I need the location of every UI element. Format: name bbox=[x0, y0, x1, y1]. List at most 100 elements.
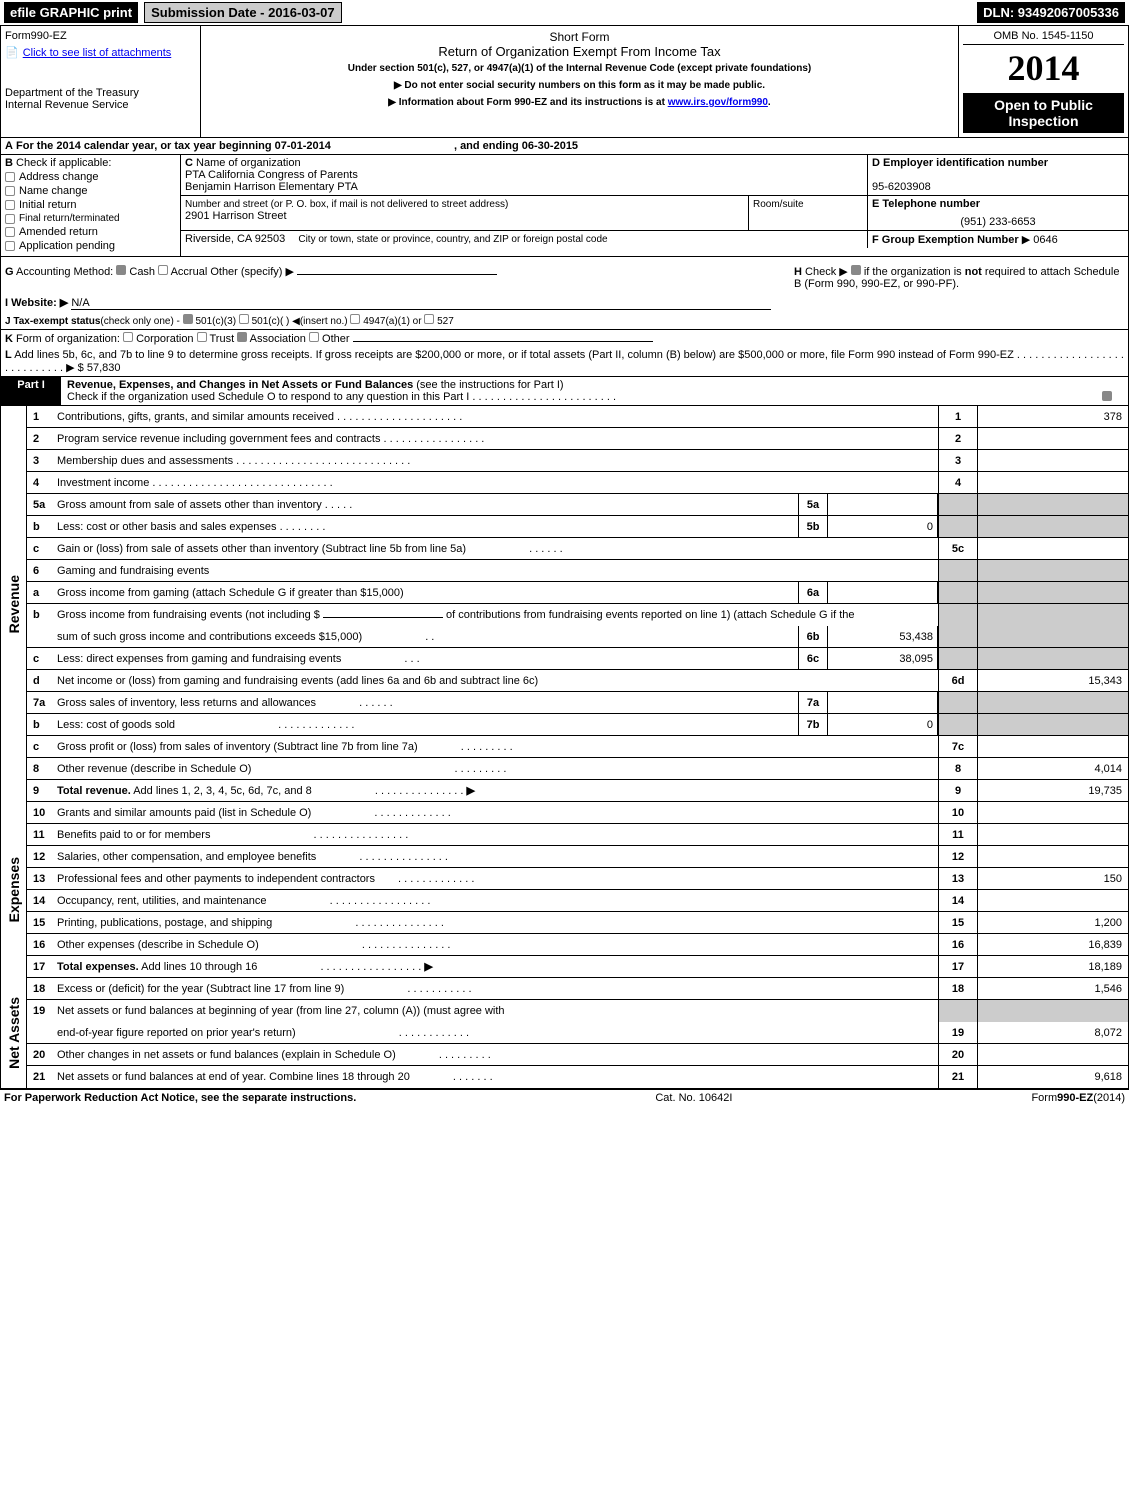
row-A: A For the 2014 calendar year, or tax yea… bbox=[0, 138, 1129, 155]
expenses-sidelabel: Expenses bbox=[6, 857, 22, 922]
line18-desc: Excess or (deficit) for the year (Subtra… bbox=[57, 983, 344, 995]
line5a-val bbox=[828, 494, 938, 515]
paperwork-notice: For Paperwork Reduction Act Notice, see … bbox=[4, 1092, 356, 1104]
row-I: I Website: ▶ N/A bbox=[0, 294, 1129, 312]
line6b-desc1: Gross income from fundraising events (no… bbox=[57, 609, 320, 621]
line5c-desc: Gain or (loss) from sale of assets other… bbox=[57, 543, 466, 555]
line15-val: 1,200 bbox=[978, 912, 1128, 933]
line1-desc: Contributions, gifts, grants, and simila… bbox=[57, 411, 938, 423]
line6c-val: 38,095 bbox=[828, 648, 938, 669]
line20-desc: Other changes in net assets or fund bala… bbox=[57, 1049, 396, 1061]
chk-assoc[interactable] bbox=[237, 332, 247, 342]
city-label: City or town, state or province, country… bbox=[298, 234, 607, 245]
attachments-link[interactable]: Click to see list of attachments bbox=[23, 47, 172, 59]
room-label: Room/suite bbox=[753, 199, 804, 210]
cat-no: Cat. No. 10642I bbox=[655, 1092, 732, 1104]
revenue-section: Revenue 1Contributions, gifts, grants, a… bbox=[0, 406, 1129, 802]
chk-label: Final return/terminated bbox=[19, 213, 120, 224]
under-section: Under section 501(c), 527, or 4947(a)(1)… bbox=[205, 63, 954, 74]
line9-val: 19,735 bbox=[978, 780, 1128, 801]
line7b-val: 0 bbox=[828, 714, 938, 735]
expenses-section: Expenses 10Grants and similar amounts pa… bbox=[0, 802, 1129, 978]
line12-desc: Salaries, other compensation, and employ… bbox=[57, 851, 316, 863]
omb-number: OMB No. 1545-1150 bbox=[963, 30, 1124, 45]
H-label: H bbox=[794, 266, 802, 278]
line16-desc: Other expenses (describe in Schedule O) bbox=[57, 939, 259, 951]
line6b-val: 53,438 bbox=[828, 626, 938, 647]
line9-desc: Total revenue. bbox=[57, 785, 131, 797]
chk-527[interactable] bbox=[424, 314, 434, 324]
page-footer: For Paperwork Reduction Act Notice, see … bbox=[0, 1090, 1129, 1106]
line18-val: 1,546 bbox=[978, 978, 1128, 999]
telephone-value: (951) 233-6653 bbox=[872, 216, 1124, 228]
line2-val bbox=[978, 428, 1128, 449]
chk-label: Application pending bbox=[19, 240, 115, 252]
line5c-val bbox=[978, 538, 1128, 559]
line6d-val: 15,343 bbox=[978, 670, 1128, 691]
chk-trust[interactable] bbox=[197, 332, 207, 342]
chk-schedule-o[interactable] bbox=[1102, 391, 1112, 401]
line21-val: 9,618 bbox=[978, 1066, 1128, 1088]
part1-tab: Part I bbox=[1, 377, 61, 405]
chk-501c3[interactable] bbox=[183, 314, 193, 324]
chk-4947[interactable] bbox=[350, 314, 360, 324]
line4-desc: Investment income . . . . . . . . . . . … bbox=[57, 477, 938, 489]
do-not-enter: ▶ Do not enter social security numbers o… bbox=[205, 80, 954, 91]
chk-application-pending[interactable] bbox=[5, 241, 15, 251]
netassets-section: Net Assets 18Excess or (deficit) for the… bbox=[0, 978, 1129, 1090]
row-K: K Form of organization: Corporation Trus… bbox=[0, 330, 1129, 347]
addr-label: Number and street (or P. O. box, if mail… bbox=[185, 199, 508, 210]
short-form-label: Short Form bbox=[205, 30, 954, 44]
part1-header: Part I Revenue, Expenses, and Changes in… bbox=[0, 377, 1129, 406]
line5a-desc: Gross amount from sale of assets other t… bbox=[57, 499, 798, 511]
row-GH: G Accounting Method: Cash Accrual Other … bbox=[0, 257, 1129, 294]
line11-val bbox=[978, 824, 1128, 845]
gross-receipts: $ 57,830 bbox=[78, 362, 121, 374]
chk-amended-return[interactable] bbox=[5, 227, 15, 237]
line3-desc: Membership dues and assessments . . . . … bbox=[57, 455, 938, 467]
D-label: D Employer identification number bbox=[872, 157, 1048, 169]
chk-other[interactable] bbox=[309, 332, 319, 342]
chk-initial-return[interactable] bbox=[5, 200, 15, 210]
line14-desc: Occupancy, rent, utilities, and maintena… bbox=[57, 895, 267, 907]
form-header: Form990-EZ 📄 Click to see list of attach… bbox=[0, 25, 1129, 138]
E-label: E Telephone number bbox=[872, 198, 980, 210]
line21-desc: Net assets or fund balances at end of ye… bbox=[57, 1071, 410, 1083]
line5b-val: 0 bbox=[828, 516, 938, 537]
line19-val: 8,072 bbox=[978, 1022, 1128, 1043]
line15-desc: Printing, publications, postage, and shi… bbox=[57, 917, 272, 929]
chk-cash[interactable] bbox=[116, 265, 126, 275]
chk-accrual[interactable] bbox=[158, 265, 168, 275]
F-label: F Group Exemption Number bbox=[872, 234, 1019, 246]
line6b2-desc: sum of such gross income and contributio… bbox=[57, 631, 362, 643]
submission-date: Submission Date - 2016-03-07 bbox=[144, 2, 342, 23]
chk-corp[interactable] bbox=[123, 332, 133, 342]
chk-501c[interactable] bbox=[239, 314, 249, 324]
line7a-desc: Gross sales of inventory, less returns a… bbox=[57, 697, 316, 709]
chk-name-change[interactable] bbox=[5, 186, 15, 196]
form-number: Form990-EZ bbox=[5, 30, 196, 42]
chk-final-return[interactable] bbox=[5, 214, 15, 224]
line12-val bbox=[978, 846, 1128, 867]
line6c-desc: Less: direct expenses from gaming and fu… bbox=[57, 653, 341, 665]
chk-address-change[interactable] bbox=[5, 172, 15, 182]
org-name-2: Benjamin Harrison Elementary PTA bbox=[185, 181, 358, 193]
website-value: N/A bbox=[71, 297, 89, 309]
C-label: C bbox=[185, 157, 193, 169]
line1-val: 378 bbox=[978, 406, 1128, 427]
line10-val bbox=[978, 802, 1128, 823]
irs-link[interactable]: www.irs.gov/form990 bbox=[668, 97, 768, 108]
chk-label: Amended return bbox=[19, 226, 98, 238]
line6a-desc: Gross income from gaming (attach Schedul… bbox=[57, 587, 798, 599]
G-label: G bbox=[5, 266, 14, 278]
chk-label: Initial return bbox=[19, 199, 76, 211]
line2-desc: Program service revenue including govern… bbox=[57, 433, 938, 445]
irs-label: Internal Revenue Service bbox=[5, 99, 196, 111]
chk-H[interactable] bbox=[851, 265, 861, 275]
netassets-sidelabel: Net Assets bbox=[6, 997, 22, 1069]
dln-label: DLN: 93492067005336 bbox=[977, 2, 1125, 23]
open-public: Open to Public Inspection bbox=[963, 93, 1124, 133]
line6d-desc: Net income or (loss) from gaming and fun… bbox=[57, 675, 938, 687]
revenue-sidelabel: Revenue bbox=[6, 575, 22, 633]
row-J: J Tax-exempt status(check only one) - 50… bbox=[0, 312, 1129, 330]
